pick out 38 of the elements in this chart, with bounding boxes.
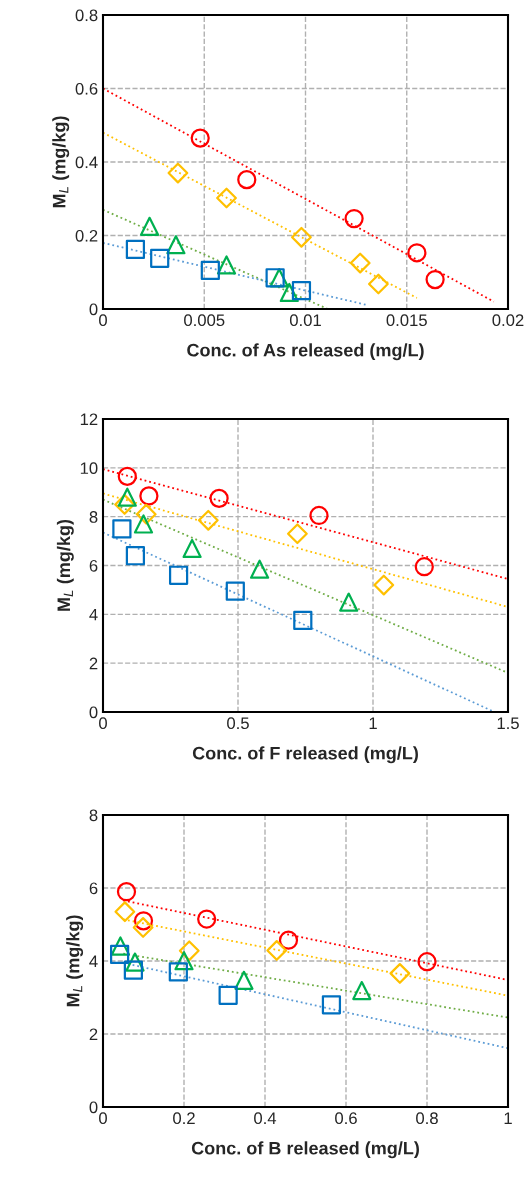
y-tick-label: 4 [89,955,98,968]
x-tick-label: 1.5 [497,717,519,730]
x-tick-label: 0.5 [227,717,249,730]
y-tick-label: 0 [89,706,98,719]
y-tick-label: 8 [89,511,98,523]
x-tick-label: 0.4 [254,1112,277,1125]
x-axis-title: Conc. of As released (mg/L) [187,343,424,361]
x-axis-title: Conc. of F released (mg/L) [192,746,418,764]
x-tick-label: 1 [504,1112,512,1124]
y-tick-label: 0.2 [75,229,98,242]
y-tick-label: 8 [89,809,98,822]
y-tick-label: 6 [89,882,98,895]
y-axis-title: M$_{L}$ (mg/kg) [52,116,70,208]
y-tick-label: 10 [80,462,98,475]
x-tick-label: 0.2 [173,1112,195,1125]
x-tick-label: 0.02 [492,314,524,327]
y-axis-title: M$_{L}$ (mg/kg) [66,915,84,1007]
y-tick-label: 4 [89,608,98,621]
y-tick-label: 2 [89,1028,98,1041]
y-tick-label: 0 [89,303,98,316]
x-tick-label: 0.005 [184,314,225,327]
x-tick-label: 0.015 [386,314,427,327]
y-tick-label: 12 [80,413,98,426]
y-axis-title: M$_{L}$ (mg/kg) [56,519,74,611]
y-tick-label: 6 [89,559,98,572]
x-axis-title: Conc. of B released (mg/L) [191,1141,419,1159]
y-tick-label: 2 [89,657,98,670]
y-tick-label: 0.6 [75,82,98,95]
x-tick-label: 0 [99,314,107,327]
x-tick-label: 0 [99,717,107,730]
x-tick-label: 0.8 [416,1112,438,1125]
x-tick-label: 0.01 [289,314,321,327]
x-tick-label: 1 [369,717,377,729]
x-tick-label: 0.6 [335,1112,357,1125]
y-tick-label: 0 [89,1101,98,1114]
y-tick-label: 0.4 [75,156,98,169]
y-tick-label: 0.8 [75,9,98,22]
x-tick-label: 0 [99,1112,107,1125]
